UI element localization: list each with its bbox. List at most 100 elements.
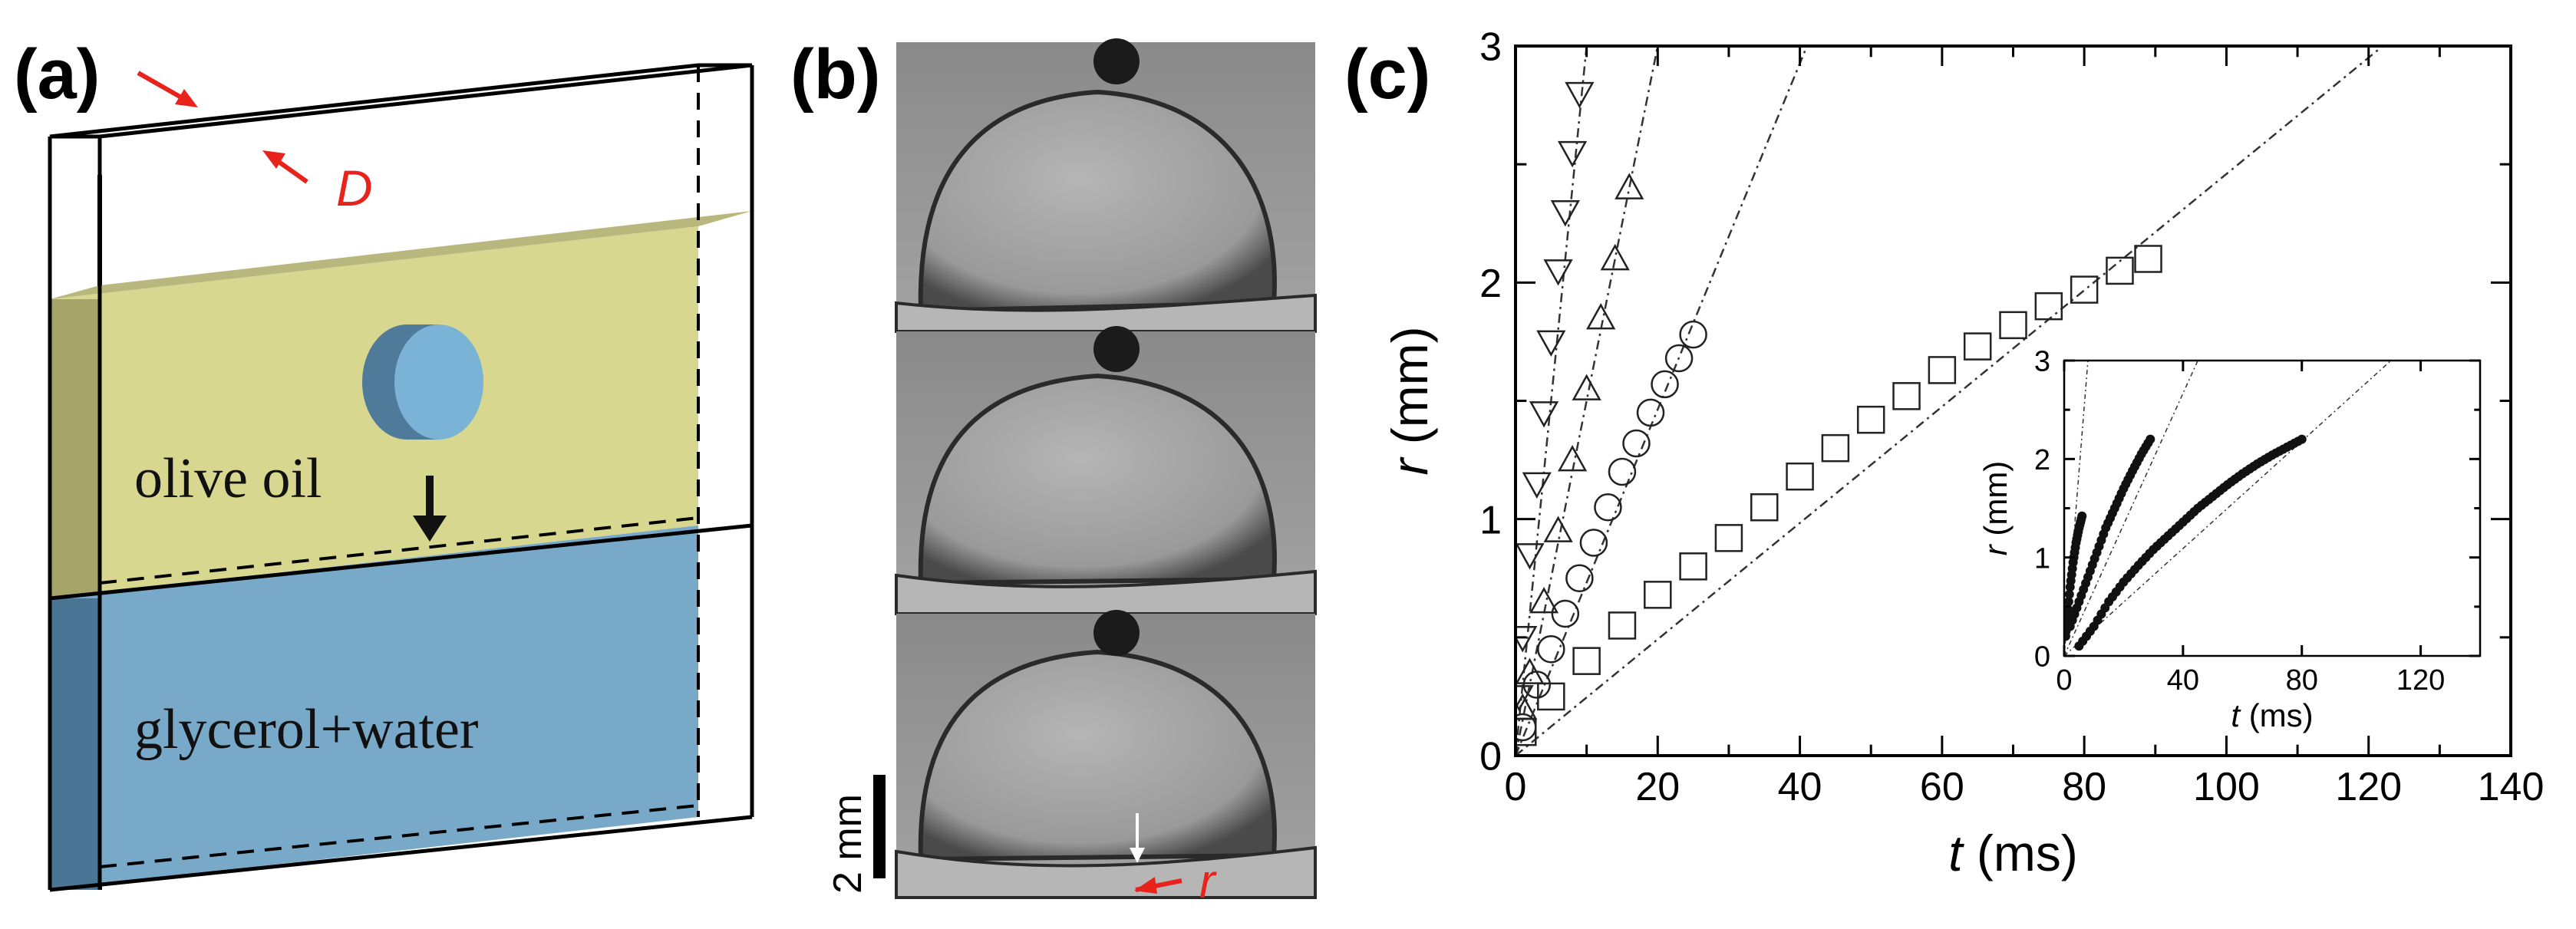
data-point: [1537, 682, 1565, 711]
data-point: [2134, 453, 2144, 463]
data-point: [1821, 433, 1850, 463]
data-point: [2070, 275, 2099, 304]
radius-arrow-icon: [1134, 877, 1182, 894]
data-point: [1615, 173, 1644, 199]
data-point: [2134, 245, 2162, 273]
data-point: [1856, 405, 1885, 434]
data-point: [1529, 401, 1559, 428]
scale-bar: [873, 775, 886, 878]
x-tick-label: 60: [1920, 765, 1964, 809]
droplet-cylinder: [362, 324, 483, 440]
data-point: [2159, 534, 2169, 544]
panel-a-label: (a): [14, 35, 100, 114]
data-point: [2219, 483, 2229, 493]
y-axis-title: r (mm): [1977, 461, 2014, 556]
scale-label: 2 mm: [826, 794, 870, 894]
data-point: [2204, 494, 2214, 504]
fit-line-3: [1516, 46, 2384, 756]
data-point: [2143, 438, 2153, 448]
x-tick-label: 40: [2167, 664, 2199, 697]
water-side-face: [50, 598, 100, 890]
x-tick-label: 100: [2193, 765, 2260, 809]
panel-b-label: (b): [790, 35, 880, 114]
data-point: [2107, 508, 2117, 518]
x-tick-label: 80: [2286, 664, 2318, 697]
fit-line-1: [2064, 361, 2198, 656]
data-point: [1529, 587, 1559, 614]
data-point: [2106, 256, 2134, 285]
data-point: [1636, 398, 1665, 427]
panel-c-label: (c): [1344, 35, 1430, 114]
x-tick-label: 120: [2335, 765, 2402, 809]
data-point: [2072, 603, 2082, 613]
data-point: [1608, 457, 1637, 486]
data-point: [2089, 554, 2099, 564]
data-point: [1892, 382, 1921, 410]
image-frame-2: [895, 326, 1317, 615]
data-point: [1536, 330, 1566, 357]
image-frame-1: [895, 38, 1317, 333]
x-tick-label: 140: [2478, 765, 2545, 809]
x-tick-label: 0: [2056, 664, 2072, 697]
fall-arrow-icon: [413, 476, 447, 542]
data-point: [1586, 303, 1616, 330]
data-point: [2099, 529, 2109, 539]
data-point: [2064, 597, 2073, 607]
fit-line-1: [1516, 46, 1659, 756]
radius-symbol: r: [1199, 855, 1217, 908]
data-point: [2081, 578, 2091, 588]
data-point: [2293, 436, 2303, 446]
data-point: [2278, 444, 2288, 454]
data-point: [2115, 582, 2125, 592]
y-axis-title: r (mm): [1381, 326, 1438, 475]
data-point: [1928, 356, 1957, 384]
x-axis-title: t (ms): [2231, 697, 2313, 733]
data-point: [1557, 445, 1588, 472]
data-point: [1522, 472, 1552, 499]
data-point: [1579, 529, 1608, 557]
data-point: [2034, 292, 2063, 321]
data-point: [1679, 320, 1707, 349]
data-point: [1608, 611, 1637, 640]
data-point: [2070, 542, 2080, 552]
data-point: [2126, 470, 2136, 480]
data-point: [1963, 332, 1992, 361]
data-point: [2076, 514, 2086, 524]
data-point: [1543, 516, 1573, 542]
data-point: [2129, 565, 2139, 575]
image-frame-3: [895, 610, 1317, 899]
data-point: [2116, 489, 2126, 499]
data-point: [1522, 670, 1552, 699]
x-tick-label: 120: [2396, 664, 2445, 697]
y-tick-label: 3: [1479, 25, 1502, 70]
data-point: [2264, 453, 2274, 463]
interface-line: [49, 523, 753, 601]
data-point: [1999, 311, 2027, 340]
data-point: [2189, 506, 2199, 516]
data-point: [1786, 462, 1814, 491]
oil-side-face: [50, 299, 100, 598]
data-point: [1565, 564, 1594, 592]
y-tick-label: 0: [1479, 735, 1502, 779]
panel-a: (a) olive oil glycerol+water: [14, 35, 754, 892]
x-tick-label: 80: [2062, 765, 2106, 809]
panel-b: (b): [790, 35, 1317, 908]
gap-arrows-icon: [137, 71, 308, 184]
fit-line-0: [1516, 46, 1588, 756]
y-tick-label: 1: [1479, 498, 1502, 542]
water-layer: [50, 525, 698, 890]
data-point: [1516, 543, 1545, 570]
data-point: [2064, 589, 2074, 599]
fit-line-2: [1516, 46, 1808, 756]
data-point: [1543, 259, 1573, 286]
data-point: [1557, 140, 1588, 168]
data-point: [1537, 635, 1565, 664]
y-tick-label: 2: [1479, 262, 1502, 306]
data-point: [1750, 493, 1779, 522]
data-point: [2067, 564, 2077, 574]
data-point: [1664, 344, 1694, 373]
data-point: [2100, 603, 2110, 613]
y-tick-label: 3: [2034, 346, 2050, 378]
